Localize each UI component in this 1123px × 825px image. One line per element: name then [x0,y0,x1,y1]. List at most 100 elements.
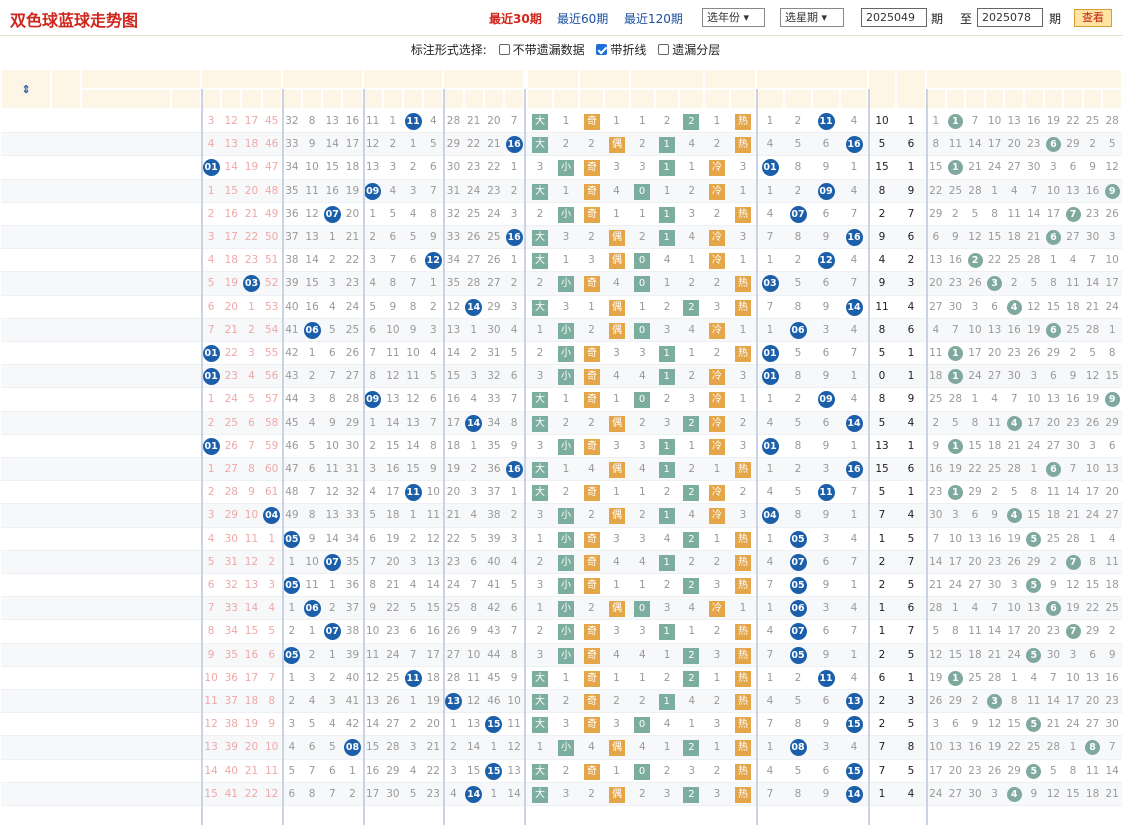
checkbox-icon[interactable] [498,44,510,55]
missing-count: 6 [510,370,518,383]
hotcold-tag: 热 [735,206,751,223]
hotcold-tag: 热 [735,717,751,734]
hotcold-miss: 2 [713,625,721,638]
query-button[interactable]: 查看 [1074,9,1112,27]
missing-count: 2 [207,207,215,220]
nav-recent-120[interactable]: 最近120期 [624,12,683,26]
blue-ball-hit: 06 [303,600,321,618]
tail-ball: 5 [1026,578,1042,593]
period-cell [1,296,51,319]
mod-tag: 2 [683,670,700,687]
mod-tag: 1 [658,137,675,154]
tail-miss: 29 [1105,416,1119,429]
missing-count: 18 [345,161,360,174]
missing-count: 2 [349,787,356,800]
tail-miss: 20 [948,764,963,777]
tail-miss: 15 [1027,509,1041,522]
tail-miss: 29 [1046,347,1061,359]
mod-miss: 1 [639,115,646,127]
tail-miss: 18 [968,648,982,661]
tail-miss: 30 [1085,231,1100,243]
missing-count: 30 [386,787,400,800]
tail-miss: 30 [968,787,982,800]
tail-miss: 5 [971,207,979,220]
size-tag: 小 [558,346,574,362]
column-divider [868,89,870,825]
size-miss: 2 [562,764,570,777]
week-select[interactable]: 选星期 ▾ [780,8,844,27]
missing-count: 6 [389,231,397,243]
nav-recent-30[interactable]: 最近30期 [489,12,542,26]
mod-tag: 0 [634,392,650,409]
from-period-input[interactable]: 2025049 [861,8,927,27]
tail-miss: 15 [929,161,943,174]
missing-count: 4 [429,347,437,359]
tail-miss: 15 [1007,718,1021,731]
to-period-input[interactable]: 2025078 [977,8,1043,27]
table-row: 01 22 3 55 42 1 6 26 7 11 10 4 14 2 31 5 小 2 奇 3 1 3 1 热 2 01 5 6 7 5… [1,342,1122,366]
missing-count: 32 [446,207,461,220]
hotcold-miss: 3 [739,161,747,174]
zone-miss: 8 [794,718,802,731]
mod-miss: 1 [688,625,696,638]
nav-recent-60[interactable]: 最近60期 [557,12,609,26]
blue-ball-cell [171,435,201,458]
table-row: 4 13 18 46 33 9 14 17 12 2 1 5 29 22 21 16 大 2 偶 2 1 2 4 热 2 4 5 6 1… [1,133,1122,157]
zone-ball: 14 [845,414,863,432]
missing-count: 8 [268,695,276,707]
zone-miss: 6 [822,764,830,777]
size-miss: 1 [562,463,570,475]
checkbox-icon[interactable] [658,44,670,55]
opt-layer[interactable]: 遗漏分层 [658,43,720,57]
zone-miss: 1 [766,671,774,684]
sort-icon[interactable]: ⇕ [21,83,31,96]
opt-no-missing[interactable]: 不带遗漏数据 [498,43,585,57]
mod-tag: 2 [683,786,700,803]
mod-miss: 2 [688,370,696,383]
period-cell [1,783,51,806]
tail-miss: 3 [971,300,979,313]
opt-line[interactable]: 带折线 [596,43,646,57]
small-header [553,89,579,109]
mod-miss: 2 [663,393,671,406]
amplitude-cell: 5 [878,347,886,359]
zone-1-header [201,69,282,89]
blue-ball-hit: 16 [505,461,523,478]
tail-ball: 5 [1026,647,1042,663]
missing-count: 24 [487,207,501,220]
checkbox-checked-icon[interactable] [596,44,608,55]
size-tag: 大 [532,717,548,734]
missing-count: 56 [265,370,279,383]
size-miss: 3 [536,509,544,522]
tail-miss: 5 [1030,277,1038,290]
missing-count: 2 [450,741,457,754]
hotcold-tag: 热 [735,114,751,130]
missing-count: 7 [409,277,417,290]
zone-miss: 6 [822,625,830,638]
tail-miss: 20 [1105,486,1119,499]
zone-miss: 4 [850,115,858,127]
missing-count: 29 [224,509,238,522]
missing-count: 19 [244,161,259,174]
tail-miss: 21 [1046,718,1061,731]
zone-ball: 05 [789,530,807,548]
mod-tag: 0 [634,601,650,618]
blue-num-header [382,89,403,109]
tail-miss: 23 [1027,138,1041,151]
period-cell [1,574,51,597]
blue-ball-hit: 03 [243,275,260,293]
parity-tag: 奇 [584,206,600,223]
tail-cell: 4 [907,300,915,313]
blue-ball-hit: 16 [505,136,523,154]
year-select[interactable]: 选年份 ▾ [702,8,765,27]
tail-ball: 2 [967,253,983,269]
size-miss: 3 [562,300,570,313]
amplitude-cell: 7 [878,741,886,754]
tail-miss: 11 [1085,764,1100,777]
hotcold-tag: 热 [735,763,751,780]
size-tag: 大 [532,694,548,710]
tail-miss: 3 [1108,231,1116,243]
blue-ball-cell [171,180,201,203]
period-cell [1,597,51,620]
tail-cell: 7 [907,207,915,220]
